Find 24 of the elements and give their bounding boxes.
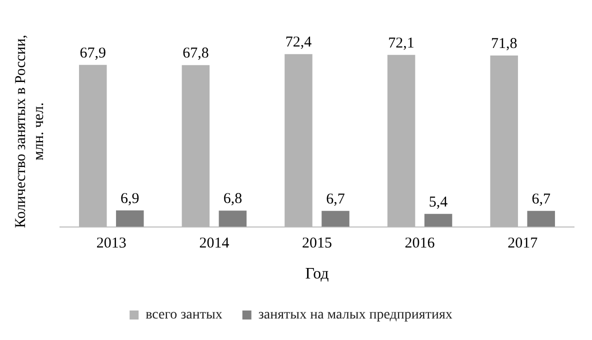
x-axis-title: Год bbox=[305, 266, 329, 283]
data-label: 67,9 bbox=[80, 45, 106, 62]
bar bbox=[218, 210, 247, 227]
data-label: 6,8 bbox=[223, 191, 242, 208]
data-label: 72,1 bbox=[388, 35, 414, 52]
x-tick-label: 2016 bbox=[404, 236, 436, 252]
bar bbox=[116, 210, 144, 227]
bar bbox=[424, 214, 452, 227]
data-label: 71,8 bbox=[490, 36, 518, 52]
legend-label: всего зантых bbox=[146, 308, 222, 323]
x-tick-label: 2014 bbox=[199, 236, 230, 252]
x-tick-label: 2015 bbox=[302, 236, 332, 252]
x-tick-label: 2017 bbox=[508, 236, 538, 252]
legend-label: занятых на малых предприятиях bbox=[258, 308, 452, 323]
x-tick-label: 2013 bbox=[96, 236, 126, 252]
data-label: 6,7 bbox=[326, 191, 346, 208]
data-label: 72,4 bbox=[285, 34, 312, 51]
bar bbox=[322, 210, 350, 227]
data-label: 6,9 bbox=[120, 190, 140, 207]
bar bbox=[527, 210, 555, 227]
data-label: 5,4 bbox=[428, 194, 448, 210]
data-label: 6,7 bbox=[532, 191, 551, 208]
data-label: 67,8 bbox=[182, 46, 209, 62]
y-axis-title: Количество занятых в России, млн. чел. bbox=[12, 34, 47, 228]
